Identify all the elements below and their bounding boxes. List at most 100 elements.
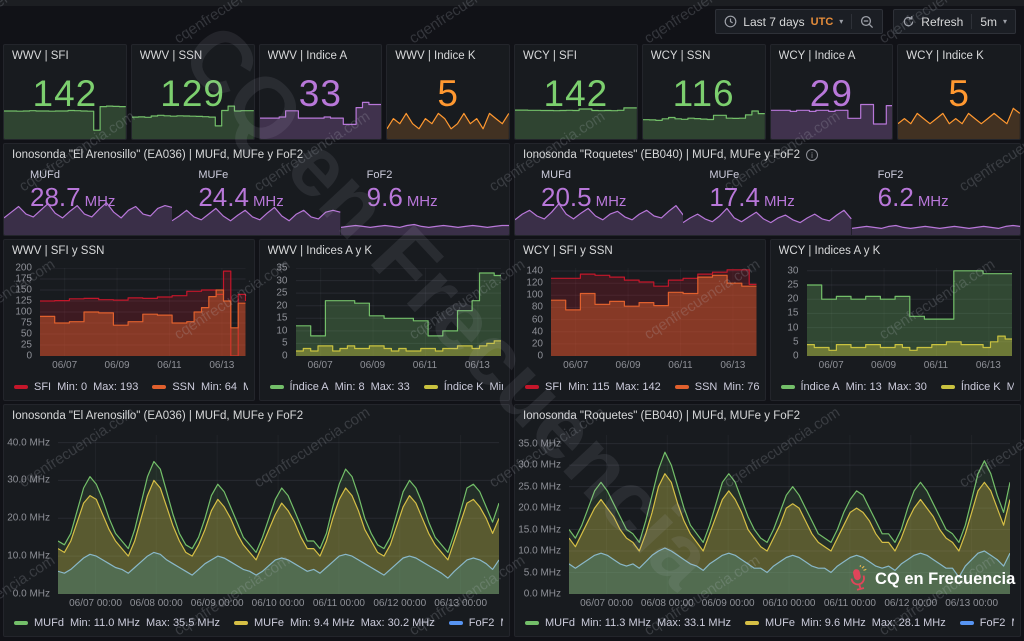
x-axis: 06/07 00:00 06/08 00:00 06/09 00:00 06/10 0… xyxy=(569,598,1010,612)
stat-value: 33 xyxy=(298,73,342,114)
stat-sparkline[interactable] xyxy=(683,197,852,235)
panel-title[interactable]: Ionosonda "Roquetes" (EB040) | MUFd, MUF… xyxy=(523,149,1012,161)
stat-panels-row: WWV | SFI 142 WWV | SSN 129 WWV | Índice… xyxy=(3,44,1021,140)
x-axis: 06/07 06/09 06/11 06/13 xyxy=(40,360,246,374)
ts-panel-arenosillo-muf: Ionosonda "El Arenosillo" (EA036) | MUFd… xyxy=(3,404,510,637)
chevron-down-icon: ▾ xyxy=(1002,17,1007,26)
y-axis-tick: 60 xyxy=(531,314,543,326)
legend-item[interactable]: Índice KMin: 1Max: 6 xyxy=(423,381,503,393)
zoom-out-button[interactable] xyxy=(858,15,876,29)
chart-area xyxy=(806,268,1013,356)
x-axis: 06/07 06/09 06/11 06/13 xyxy=(807,360,1013,374)
y-axis-tick: 10.0 MHz xyxy=(7,550,50,562)
stat-sparkline[interactable] xyxy=(387,93,509,139)
refresh-interval-picker[interactable]: 5m ▾ xyxy=(978,15,1009,29)
y-axis-tick: 25 xyxy=(20,339,32,351)
x-axis-tick: 06/09 00:00 xyxy=(701,598,755,609)
legend-min: Min: 3.9 MHz xyxy=(1011,617,1014,629)
stat-value: 17.4 MHz xyxy=(709,182,795,212)
panel-title[interactable]: WCY | SSN xyxy=(650,50,711,62)
panel-title[interactable]: WWV | Índices A y K xyxy=(267,245,373,257)
watermark-text: cqenfrecuencia.com xyxy=(171,0,294,48)
panel-title[interactable]: WCY | Índice K xyxy=(906,50,984,62)
stat-sparkline[interactable] xyxy=(172,197,341,235)
stat-sparkline[interactable] xyxy=(4,197,173,235)
chart-area xyxy=(58,435,499,594)
x-axis-tick: 06/08 00:00 xyxy=(640,598,694,609)
legend-series-name: FoF2 xyxy=(468,617,495,629)
panel-title[interactable]: WCY | Índices A y K xyxy=(778,245,881,257)
legend-item[interactable]: Índice A Min: 8 Max: 33 xyxy=(269,381,410,393)
panel-title[interactable]: Ionosonda "Roquetes" (EB040) | MUFd, MUF… xyxy=(523,410,801,422)
stat-sparkline[interactable] xyxy=(259,93,382,139)
timeseries-chart[interactable] xyxy=(551,268,757,356)
brand-logo: CQ en Frecuencia xyxy=(846,565,1015,592)
x-axis-tick: 06/09 xyxy=(104,360,130,371)
stat-sparkline[interactable] xyxy=(340,197,509,235)
panel-title[interactable]: Ionosonda "El Arenosillo" (EA036) | MUFd… xyxy=(12,410,304,422)
legend-item[interactable]: SFI Min: 115 Max: 142 xyxy=(525,381,661,393)
y-axis-tick: 140 xyxy=(526,265,543,277)
legend-item[interactable]: SSN Min: 64 Max: 150 xyxy=(152,381,248,393)
x-axis-tick: 06/09 xyxy=(360,360,386,371)
panel-title[interactable]: WWV | Índice A xyxy=(267,50,348,62)
stat-sparkline[interactable] xyxy=(851,197,1020,235)
timeseries-chart[interactable] xyxy=(58,435,499,594)
stat-sparkline[interactable] xyxy=(515,93,637,139)
panel-title[interactable]: WCY | SFI xyxy=(523,50,577,62)
panel-title[interactable]: WWV | Índice K xyxy=(395,50,476,62)
x-axis-tick: 06/13 00:00 xyxy=(434,598,488,609)
stat-sparkline[interactable] xyxy=(898,93,1020,139)
stat-sparkline[interactable] xyxy=(515,197,684,235)
legend-item[interactable]: MUFe Min: 9.6 MHz Max: 28.1 MHz xyxy=(745,617,946,629)
stat-sparkline[interactable] xyxy=(4,93,126,139)
legend-item[interactable]: Índice A Min: 13 Max: 30 xyxy=(780,381,927,393)
legend-item[interactable]: MUFd Min: 11.0 MHz Max: 35.5 MHz xyxy=(14,617,220,629)
stat-sparkline[interactable] xyxy=(770,93,893,139)
panel-info-icon[interactable]: i xyxy=(806,149,819,161)
y-axis-tick: 25 xyxy=(276,287,288,299)
y-axis-tick: 30.0 MHz xyxy=(518,459,561,471)
time-range-picker[interactable]: Last 7 days UTC ▾ xyxy=(722,15,845,29)
panel-title[interactable]: WWV | SSN xyxy=(139,50,203,62)
timeseries-chart[interactable] xyxy=(569,435,1010,594)
y-axis-tick: 0 xyxy=(26,350,32,362)
stat-sparkline[interactable] xyxy=(642,93,765,139)
timeseries-chart[interactable] xyxy=(40,268,246,356)
timezone-label: UTC xyxy=(810,15,834,28)
stat-label: FoF2 xyxy=(877,169,904,181)
refresh-button[interactable]: Refresh xyxy=(900,15,965,29)
watermark-text: cqenfrecuencia.com xyxy=(0,0,59,48)
x-axis-tick: 06/11 00:00 xyxy=(312,598,365,609)
ts-panel-wcy-sfi-ssn: WCY | SFI y SSN 0 20 40 60 80 100 120 140 06/07… xyxy=(514,239,766,401)
legend: Índice A Min: 8 Max: 33 Índice K Min: 1 Max: … xyxy=(269,378,503,396)
panel-title[interactable]: WWV | SFI y SSN xyxy=(12,245,105,257)
y-axis-tick: 75 xyxy=(20,317,32,329)
panel-title[interactable]: WCY | SFI y SSN xyxy=(523,245,613,257)
panel-title[interactable]: Ionosonda "El Arenosillo" (EA036) | MUFd… xyxy=(12,149,501,161)
x-axis-tick: 06/11 xyxy=(157,360,182,371)
stat-value: 142 xyxy=(32,73,98,114)
window-top-strip xyxy=(0,0,1024,6)
timeseries-chart[interactable] xyxy=(295,268,502,356)
timeseries-chart[interactable] xyxy=(806,268,1013,356)
y-axis-tick: 30 xyxy=(787,265,799,277)
y-axis-tick: 80 xyxy=(531,301,543,313)
stat-value: 28.7 MHz xyxy=(30,182,116,212)
y-axis-tick: 10.0 MHz xyxy=(518,545,561,557)
x-axis-tick: 06/12 00:00 xyxy=(373,598,427,609)
stat-sparkline[interactable] xyxy=(131,93,254,139)
panel-title[interactable]: WWV | SFI xyxy=(12,50,69,62)
ts-panel-roquetes-muf: Ionosonda "Roquetes" (EB040) | MUFd, MUF… xyxy=(514,404,1021,637)
legend-item[interactable]: SFI Min: 0 Max: 193 xyxy=(14,381,138,393)
legend-item[interactable]: MUFe Min: 9.4 MHz Max: 30.2 MHz xyxy=(234,617,435,629)
panel-title[interactable]: WCY | Índice A xyxy=(778,50,856,62)
legend-item[interactable]: Índice KMin: 2Max: 7 xyxy=(940,381,1014,393)
legend-item[interactable]: MUFd Min: 11.3 MHz Max: 33.1 MHz xyxy=(525,617,731,629)
x-axis-tick: 06/09 00:00 xyxy=(190,598,244,609)
legend-series-name: MUFd xyxy=(34,617,64,629)
toolbar-divider xyxy=(851,14,853,29)
